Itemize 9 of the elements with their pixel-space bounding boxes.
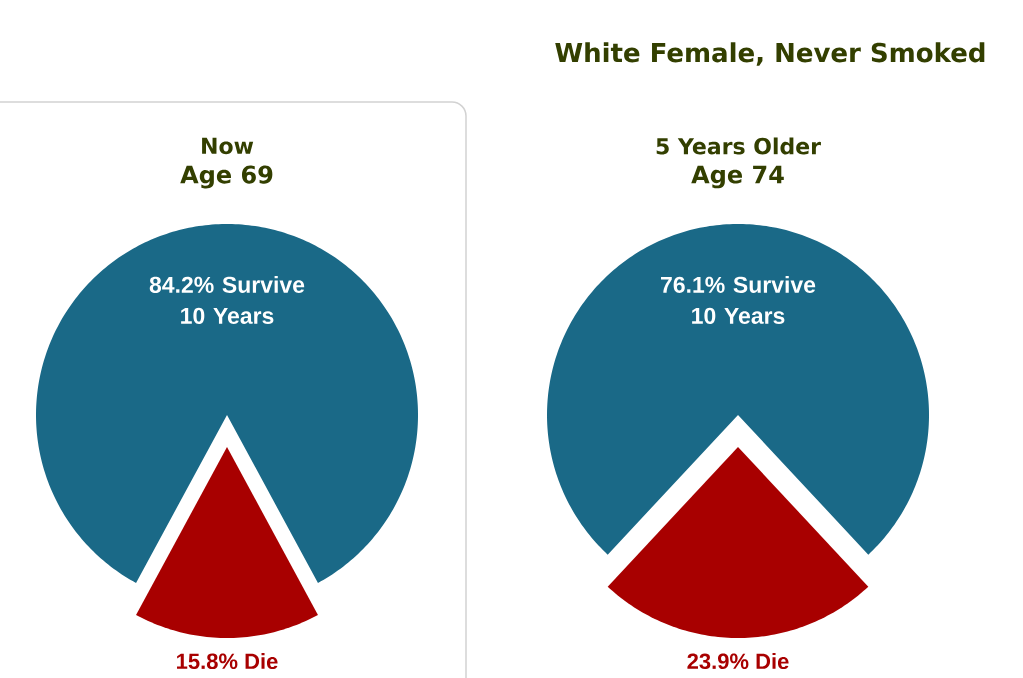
chart-title: Now	[202, 137, 254, 155]
chart-subtitle: Age 69	[180, 165, 273, 189]
slice-label: 23.9% Die	[687, 652, 789, 670]
slice-label: 84.2% Survive 10 Years	[149, 276, 305, 324]
chart-subtitle: Age 74	[691, 165, 784, 189]
chart-title: 5 Years Older	[656, 137, 821, 155]
slice-label: 76.1% Survive 10 Years	[661, 276, 816, 324]
slice-label: 15.8% Die	[177, 652, 278, 670]
text: White Female, Never Smoked	[555, 42, 985, 66]
